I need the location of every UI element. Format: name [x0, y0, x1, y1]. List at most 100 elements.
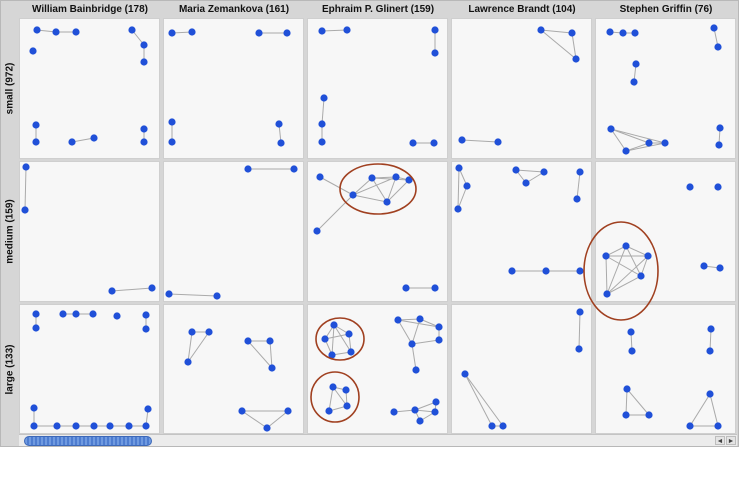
- scroll-left-button[interactable]: ◄: [715, 436, 725, 445]
- graph-cell-medium-zemankova[interactable]: [163, 161, 304, 302]
- graph-node[interactable]: [619, 29, 627, 37]
- graph-node[interactable]: [602, 252, 610, 260]
- graph-node[interactable]: [623, 385, 631, 393]
- graph-node[interactable]: [33, 26, 41, 34]
- graph-node[interactable]: [645, 411, 653, 419]
- graph-node[interactable]: [707, 325, 715, 333]
- graph-node[interactable]: [347, 348, 355, 356]
- graph-node[interactable]: [244, 165, 252, 173]
- graph-node[interactable]: [627, 328, 635, 336]
- column-header-5[interactable]: Stephen Griffin (76): [619, 4, 713, 15]
- graph-node[interactable]: [263, 424, 271, 432]
- graph-node[interactable]: [142, 311, 150, 319]
- graph-node[interactable]: [89, 310, 97, 318]
- graph-node[interactable]: [630, 78, 638, 86]
- graph-node[interactable]: [454, 205, 462, 213]
- graph-node[interactable]: [392, 173, 400, 181]
- graph-node[interactable]: [412, 366, 420, 374]
- graph-node[interactable]: [140, 41, 148, 49]
- graph-node[interactable]: [622, 242, 630, 250]
- graph-node[interactable]: [632, 60, 640, 68]
- graph-node[interactable]: [349, 191, 357, 199]
- graph-node[interactable]: [113, 312, 121, 320]
- graph-node[interactable]: [416, 417, 424, 425]
- graph-cell-medium-brandt[interactable]: [451, 161, 592, 302]
- graph-node[interactable]: [706, 347, 714, 355]
- graph-cell-large-glinert[interactable]: [307, 304, 448, 434]
- graph-node[interactable]: [90, 134, 98, 142]
- graph-node[interactable]: [499, 422, 507, 430]
- graph-node[interactable]: [238, 407, 246, 415]
- graph-node[interactable]: [628, 347, 636, 355]
- graph-node[interactable]: [576, 168, 584, 176]
- graph-node[interactable]: [661, 139, 669, 147]
- graph-node[interactable]: [622, 147, 630, 155]
- graph-node[interactable]: [140, 125, 148, 133]
- graph-node[interactable]: [431, 49, 439, 57]
- graph-node[interactable]: [522, 179, 530, 187]
- graph-node[interactable]: [714, 183, 722, 191]
- graph-cell-large-brandt[interactable]: [451, 304, 592, 434]
- graph-node[interactable]: [488, 422, 496, 430]
- graph-node[interactable]: [383, 198, 391, 206]
- graph-node[interactable]: [645, 139, 653, 147]
- graph-node[interactable]: [140, 138, 148, 146]
- graph-node[interactable]: [318, 138, 326, 146]
- graph-node[interactable]: [402, 284, 410, 292]
- graph-node[interactable]: [345, 330, 353, 338]
- graph-cell-small-griffin[interactable]: [595, 18, 736, 159]
- graph-node[interactable]: [125, 422, 133, 430]
- graph-cell-medium-glinert[interactable]: [307, 161, 448, 302]
- graph-cell-small-bainbridge[interactable]: [19, 18, 160, 159]
- graph-node[interactable]: [463, 182, 471, 190]
- graph-node[interactable]: [168, 29, 176, 37]
- graph-node[interactable]: [631, 29, 639, 37]
- graph-node[interactable]: [716, 124, 724, 132]
- row-header-small[interactable]: small (972): [4, 62, 16, 114]
- graph-node[interactable]: [542, 267, 550, 275]
- graph-node[interactable]: [432, 398, 440, 406]
- graph-node[interactable]: [603, 290, 611, 298]
- graph-node[interactable]: [255, 29, 263, 37]
- graph-node[interactable]: [572, 55, 580, 63]
- graph-node[interactable]: [165, 290, 173, 298]
- graph-node[interactable]: [330, 321, 338, 329]
- graph-node[interactable]: [411, 406, 419, 414]
- graph-node[interactable]: [244, 337, 252, 345]
- graph-node[interactable]: [710, 24, 718, 32]
- graph-node[interactable]: [700, 262, 708, 270]
- graph-node[interactable]: [494, 138, 502, 146]
- graph-node[interactable]: [22, 163, 30, 171]
- graph-node[interactable]: [277, 139, 285, 147]
- graph-node[interactable]: [508, 267, 516, 275]
- graph-node[interactable]: [53, 422, 61, 430]
- graph-node[interactable]: [321, 335, 329, 343]
- graph-node[interactable]: [368, 174, 376, 182]
- graph-cell-large-griffin[interactable]: [595, 304, 736, 434]
- graph-node[interactable]: [316, 173, 324, 181]
- graph-node[interactable]: [283, 29, 291, 37]
- graph-node[interactable]: [29, 47, 37, 55]
- graph-node[interactable]: [148, 284, 156, 292]
- graph-node[interactable]: [714, 43, 722, 51]
- graph-node[interactable]: [318, 27, 326, 35]
- graph-node[interactable]: [405, 176, 413, 184]
- graph-node[interactable]: [716, 264, 724, 272]
- graph-node[interactable]: [644, 252, 652, 260]
- graph-node[interactable]: [431, 284, 439, 292]
- graph-node[interactable]: [128, 26, 136, 34]
- graph-node[interactable]: [455, 164, 463, 172]
- graph-node[interactable]: [290, 165, 298, 173]
- graph-node[interactable]: [142, 325, 150, 333]
- column-header-2[interactable]: Maria Zemankova (161): [178, 4, 290, 15]
- graph-node[interactable]: [435, 323, 443, 331]
- graph-node[interactable]: [576, 308, 584, 316]
- graph-node[interactable]: [575, 345, 583, 353]
- graph-node[interactable]: [622, 411, 630, 419]
- graph-node[interactable]: [68, 138, 76, 146]
- graph-node[interactable]: [686, 422, 694, 430]
- graph-node[interactable]: [188, 328, 196, 336]
- graph-cell-medium-bainbridge[interactable]: [19, 161, 160, 302]
- graph-node[interactable]: [205, 328, 213, 336]
- column-header-4[interactable]: Lawrence Brandt (104): [468, 4, 576, 15]
